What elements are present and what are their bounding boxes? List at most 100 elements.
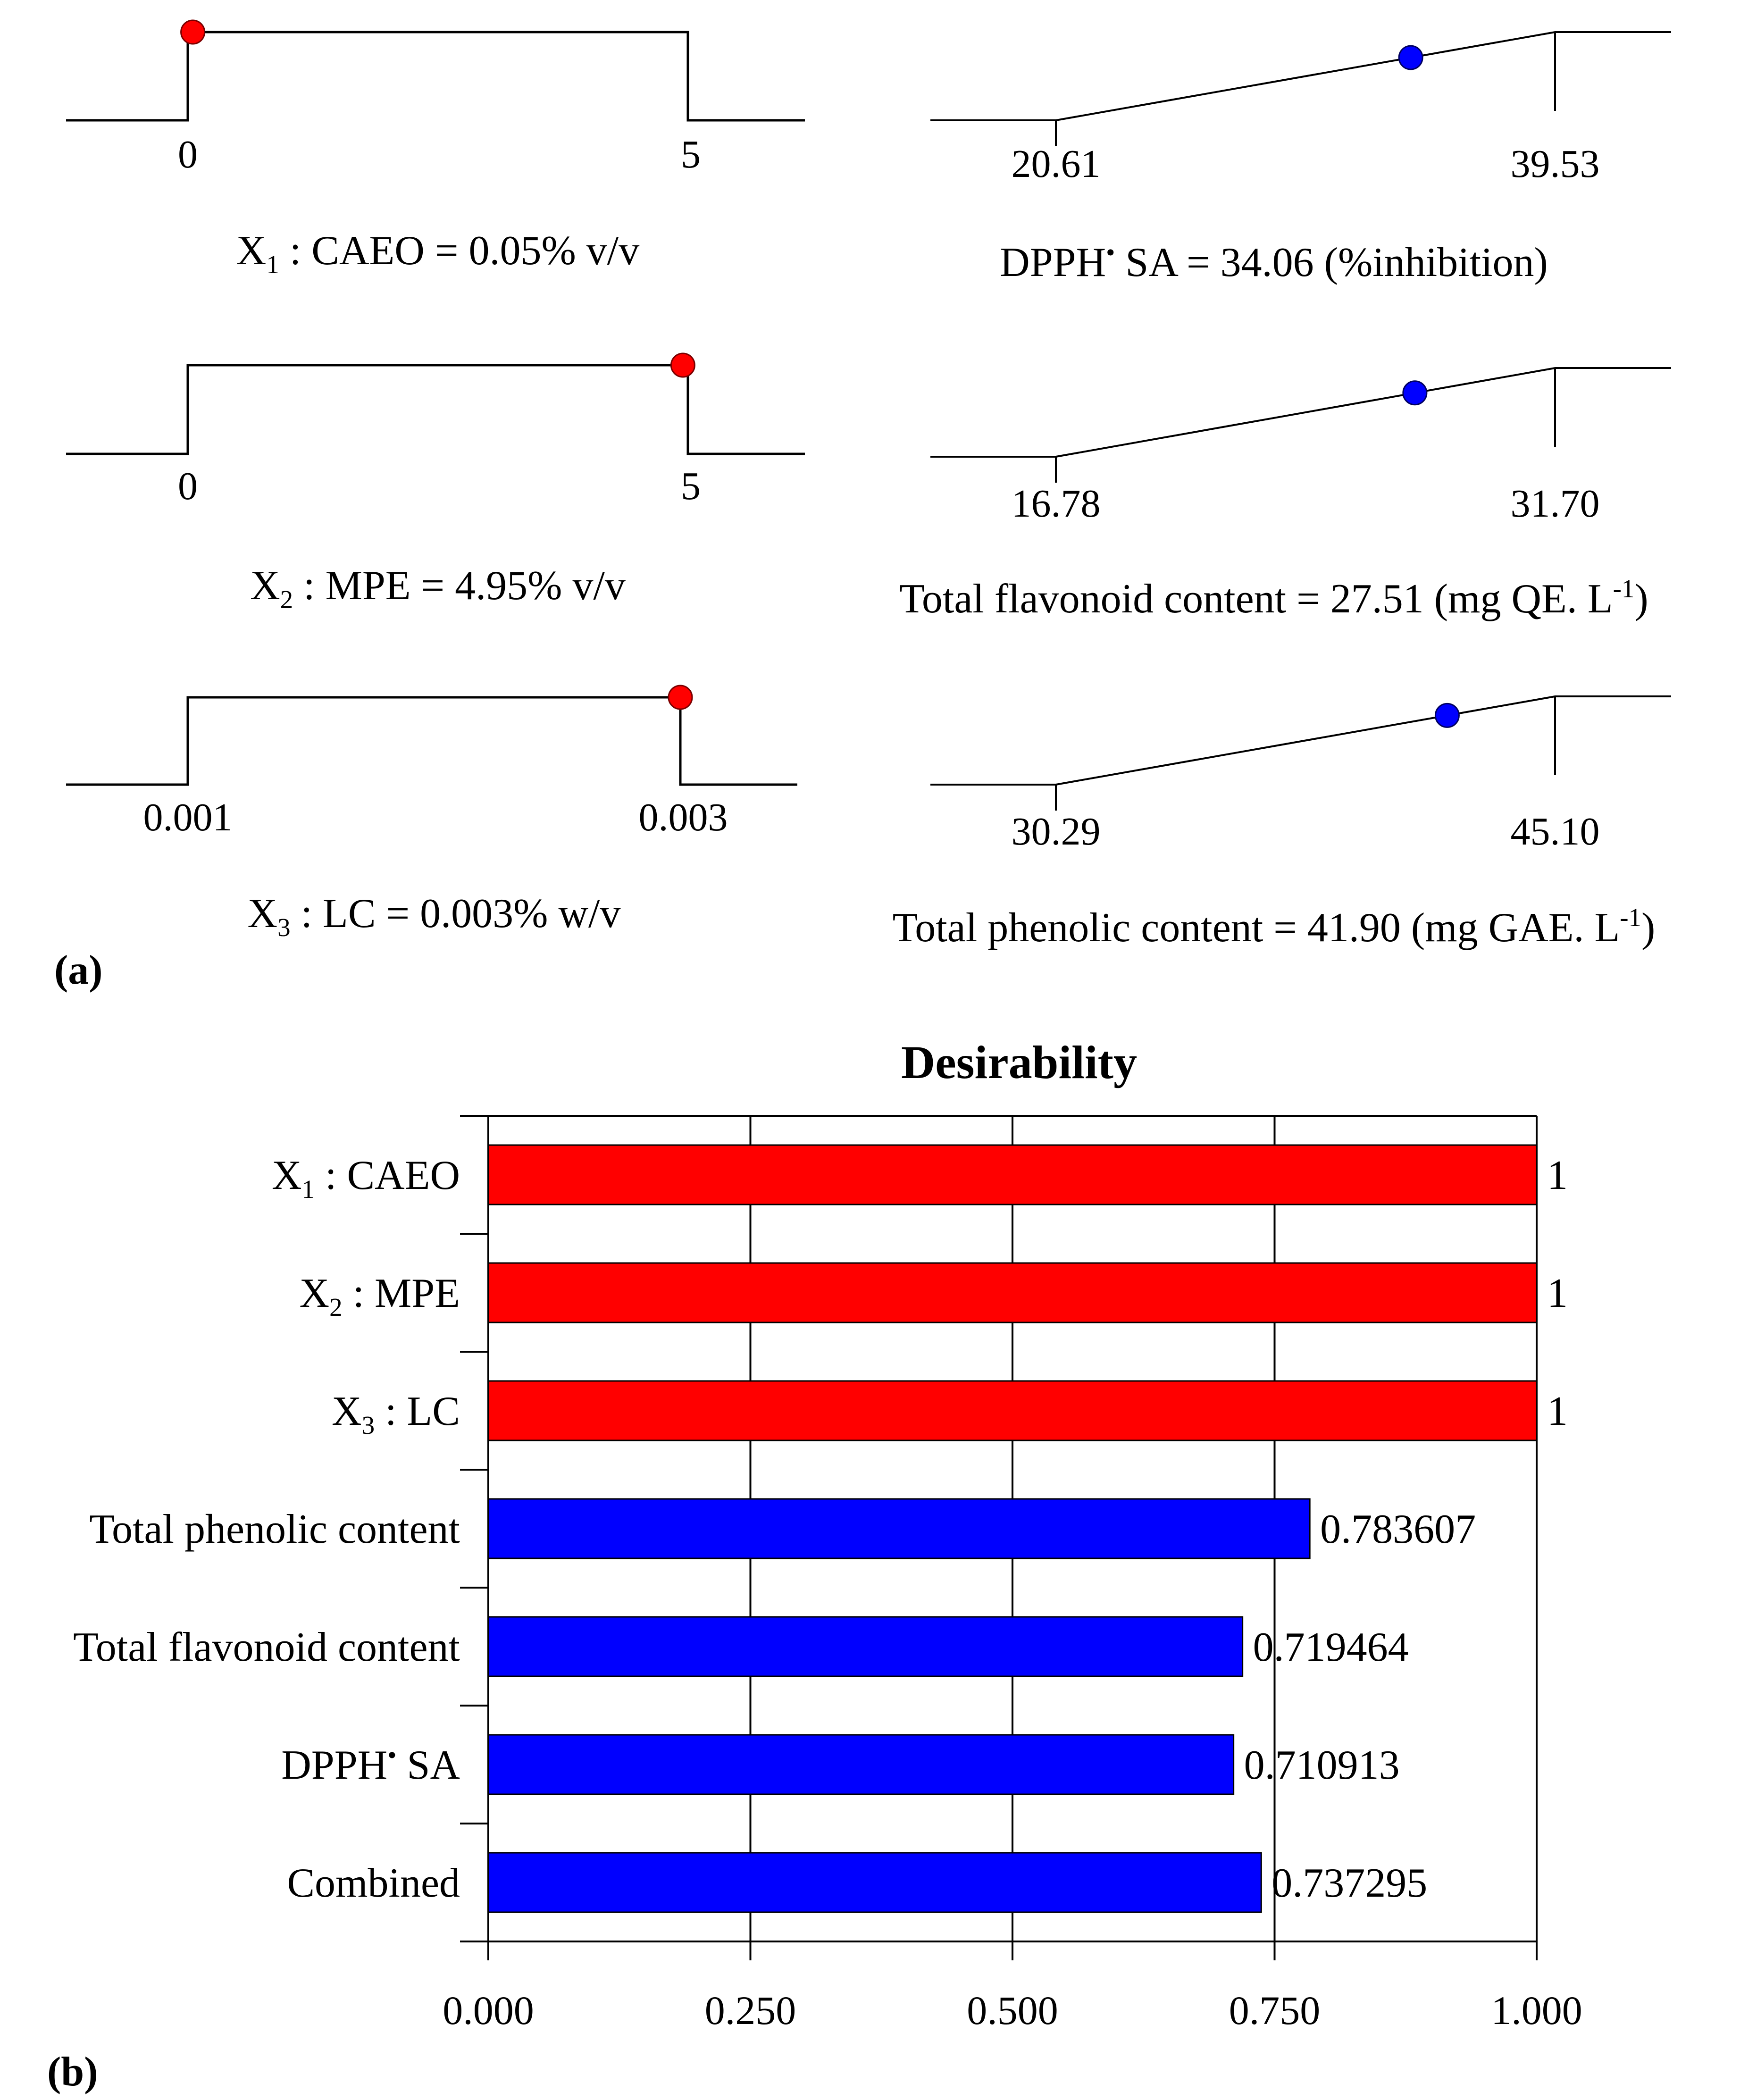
bar-category-label-text: SA xyxy=(397,1742,460,1788)
factor-caption-subscript: 2 xyxy=(280,585,293,614)
factor-setting-dot xyxy=(670,352,695,378)
ramp-line xyxy=(66,31,805,122)
factor-setting-dot xyxy=(180,19,206,45)
response-value-dot xyxy=(1434,703,1460,728)
ramp-low-label: 16.78 xyxy=(1012,482,1101,526)
bar-value-label: 0.710913 xyxy=(1244,1742,1400,1788)
response-caption: DPPH• SA = 34.06 (%inhibition) xyxy=(1000,238,1548,285)
ramp-line xyxy=(66,364,805,455)
ramp-high-label: 0.003 xyxy=(639,795,728,839)
response-caption: Total phenolic content = 41.90 (mg GAE. … xyxy=(893,903,1656,951)
x-tick-label: 0.000 xyxy=(443,1988,534,2033)
ramp-high-label: 45.10 xyxy=(1511,810,1600,853)
response-caption-text: SA = 34.06 (%inhibition) xyxy=(1115,240,1548,285)
factor-caption-var: X xyxy=(236,228,267,274)
response-caption-superscript: -1 xyxy=(1620,903,1641,932)
response-caption-text: Total flavonoid content = 27.51 (mg QE. … xyxy=(899,576,1613,622)
bar-category-label-text: : MPE xyxy=(343,1271,460,1316)
bar-category-label: DPPH• SA xyxy=(281,1740,460,1788)
factor-caption: X1 : CAEO = 0.05% v/v xyxy=(236,228,639,279)
factor-setting-dot xyxy=(668,685,693,710)
ramp-line xyxy=(66,696,797,786)
factor-caption: X3 : LC = 0.003% w/v xyxy=(248,891,621,942)
bar-category-label-var: X xyxy=(272,1153,302,1198)
response-value-dot xyxy=(1398,45,1423,70)
panel-label-b: (b) xyxy=(47,2049,98,2095)
bar-category-label: X2 : MPE xyxy=(300,1271,460,1322)
desirability-bar xyxy=(487,1852,1262,1913)
response-caption-superscript: • xyxy=(1106,238,1115,267)
ramp-high-label: 5 xyxy=(681,133,701,176)
bar-value-label: 0.783607 xyxy=(1320,1506,1476,1552)
x-tick-label: 0.250 xyxy=(705,1988,796,2033)
response-ramp: 16.78 31.70 Total flavonoid content = 27.5… xyxy=(899,367,1671,622)
response-caption-superscript: -1 xyxy=(1613,574,1635,603)
factor-ramp: 0.001 0.003 X3 : LC = 0.003% w/v xyxy=(66,685,797,942)
response-ramp: 20.61 39.53 DPPH• SA = 34.06 (%inhibition) xyxy=(930,31,1671,285)
desirability-bar xyxy=(487,1616,1244,1677)
ramp-high-label: 5 xyxy=(681,464,701,508)
response-caption-text: ) xyxy=(1641,905,1655,951)
bar-category-label-text: : LC xyxy=(375,1389,460,1434)
factor-ramp: 0 5 X1 : CAEO = 0.05% v/v xyxy=(66,19,805,279)
x-tick-label: 0.750 xyxy=(1229,1988,1321,2033)
bar-value-label: 1 xyxy=(1547,1153,1568,1198)
bar-category-label: Combined xyxy=(287,1860,460,1906)
panel-label-a: (a) xyxy=(54,947,103,993)
response-caption: Total flavonoid content = 27.51 (mg QE. … xyxy=(899,574,1648,622)
ramp-high-label: 39.53 xyxy=(1511,142,1600,186)
ramp-line xyxy=(930,31,1671,121)
desirability-bar xyxy=(487,1262,1538,1323)
bar-category-label-superscript: • xyxy=(387,1740,396,1769)
ramp-low-label: 30.29 xyxy=(1012,810,1101,853)
ramp-line xyxy=(930,367,1671,458)
bar-category-label-text: Combined xyxy=(287,1860,460,1906)
desirability-bar xyxy=(487,1734,1235,1795)
ramp-line xyxy=(930,695,1671,786)
response-caption-text: Total phenolic content = 41.90 (mg GAE. … xyxy=(893,905,1620,951)
bar-category-label-subscript: 3 xyxy=(362,1411,375,1439)
x-tick-label: 1.000 xyxy=(1491,1988,1582,2033)
bar-value-label: 1 xyxy=(1547,1389,1568,1434)
factor-caption-subscript: 3 xyxy=(277,913,291,942)
factor-caption-text: : LC = 0.003% w/v xyxy=(291,891,621,937)
bar-category-label: X1 : CAEO xyxy=(272,1153,460,1204)
bar-category-label-subscript: 1 xyxy=(302,1175,315,1204)
bar-value-label: 0.737295 xyxy=(1272,1860,1427,1906)
desirability-bar xyxy=(487,1380,1538,1441)
bar-category-label-text: Total phenolic content xyxy=(89,1506,460,1552)
response-caption-text: ) xyxy=(1634,576,1648,622)
desirability-bar xyxy=(487,1144,1538,1205)
bar-category-label-var: X xyxy=(300,1271,330,1316)
bar-category-label: Total flavonoid content xyxy=(73,1624,460,1670)
bar-category-label: X3 : LC xyxy=(332,1389,460,1439)
response-caption-text: DPPH xyxy=(1000,240,1106,285)
ramp-low-label: 20.61 xyxy=(1012,142,1101,186)
bar-category-label: Total phenolic content xyxy=(89,1506,460,1552)
bar-category-label-text: : CAEO xyxy=(315,1153,460,1198)
factor-caption-subscript: 1 xyxy=(266,250,279,279)
chart-title: Desirability xyxy=(901,1036,1137,1088)
bar-value-label: 0.719464 xyxy=(1253,1624,1409,1670)
ramp-plots: 0 5X1 : CAEO = 0.05% v/v0 5X2 : MPE = 4.95… xyxy=(66,19,1671,951)
bar-value-label: 1 xyxy=(1547,1271,1568,1316)
bar-category-label-var: X xyxy=(332,1389,362,1434)
ramp-low-label: 0 xyxy=(178,133,198,176)
x-tick-label: 0.500 xyxy=(967,1988,1058,2033)
desirability-bar xyxy=(487,1498,1311,1559)
ramp-low-label: 0 xyxy=(178,464,198,508)
factor-caption: X2 : MPE = 4.95% v/v xyxy=(250,563,626,614)
response-value-dot xyxy=(1402,380,1428,406)
ramp-high-label: 31.70 xyxy=(1511,482,1600,526)
bar-category-label-text: DPPH xyxy=(281,1742,387,1788)
bar-category-label-subscript: 2 xyxy=(329,1293,343,1322)
response-ramp: 30.29 45.10 Total phenolic content = 41.90… xyxy=(893,695,1671,951)
factor-ramp: 0 5 X2 : MPE = 4.95% v/v xyxy=(66,352,805,614)
bar-category-label-text: Total flavonoid content xyxy=(73,1624,460,1670)
factor-caption-var: X xyxy=(250,563,280,609)
factor-caption-var: X xyxy=(248,891,278,937)
ramp-low-label: 0.001 xyxy=(143,795,233,839)
factor-caption-text: : MPE = 4.95% v/v xyxy=(293,563,626,609)
